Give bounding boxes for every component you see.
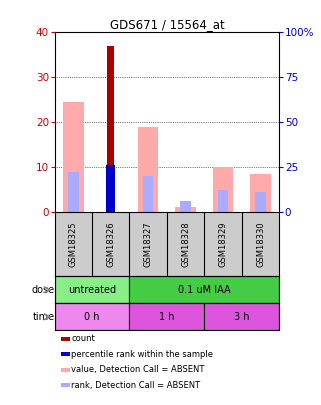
Bar (63, 102, 83, 212)
Bar (106, 165, 116, 212)
Bar (61, 352, 70, 356)
Text: 0 h: 0 h (84, 312, 100, 322)
Bar (143, 176, 153, 212)
Text: untreated: untreated (68, 285, 116, 295)
Text: GSM18326: GSM18326 (106, 222, 115, 267)
Text: 1 h: 1 h (159, 312, 175, 322)
Bar (68, 172, 79, 212)
Text: 3 h: 3 h (234, 312, 249, 322)
Text: 0.1 uM IAA: 0.1 uM IAA (178, 285, 231, 295)
Text: GSM18329: GSM18329 (219, 222, 228, 267)
Text: rank, Detection Call = ABSENT: rank, Detection Call = ABSENT (71, 381, 200, 390)
Text: GSM18328: GSM18328 (181, 222, 190, 267)
Text: value, Detection Call = ABSENT: value, Detection Call = ABSENT (71, 365, 204, 374)
Bar (55, 303, 129, 330)
Bar (250, 174, 271, 212)
Bar (175, 207, 196, 212)
Bar (129, 303, 204, 330)
Bar (107, 46, 114, 212)
Title: GDS671 / 15564_at: GDS671 / 15564_at (109, 18, 224, 31)
Text: GSM18325: GSM18325 (69, 222, 78, 267)
Text: count: count (71, 334, 95, 343)
Bar (180, 201, 191, 212)
Bar (218, 190, 228, 212)
Text: time: time (32, 312, 55, 322)
Bar (255, 192, 266, 212)
Text: GSM18327: GSM18327 (144, 222, 153, 267)
Bar (204, 303, 279, 330)
Bar (138, 127, 159, 212)
Bar (61, 337, 70, 341)
Text: dose: dose (31, 285, 55, 295)
Text: GSM18330: GSM18330 (256, 222, 265, 267)
Text: percentile rank within the sample: percentile rank within the sample (71, 350, 213, 359)
Bar (61, 384, 70, 387)
Bar (213, 167, 233, 212)
Bar (55, 276, 129, 303)
Bar (61, 368, 70, 372)
Bar (129, 276, 279, 303)
